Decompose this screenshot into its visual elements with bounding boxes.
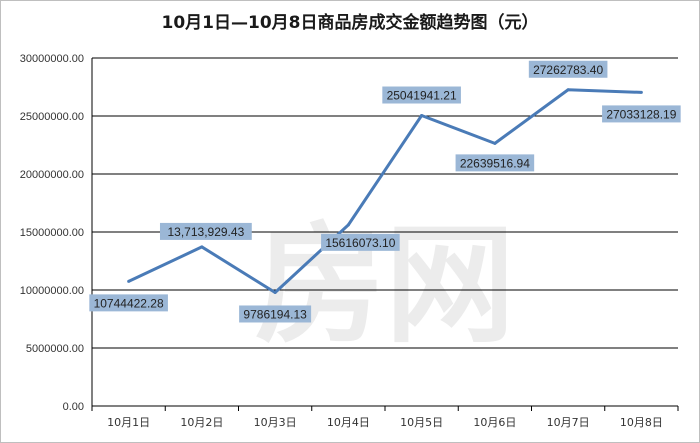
data-label-bg [455, 154, 535, 172]
x-tick-label: 10月7日 [547, 416, 590, 429]
y-tick-label: 30000000.00 [20, 53, 84, 65]
x-tick-label: 10月3日 [254, 416, 297, 429]
data-label-bg [528, 60, 608, 78]
data-label-text: 25041941.21 [387, 89, 457, 103]
x-tick-label: 10月1日 [107, 416, 150, 429]
data-point [566, 88, 570, 92]
y-tick-label: 0.00 [63, 401, 84, 413]
data-point [493, 141, 497, 145]
y-tick-label: 25000000.00 [20, 111, 84, 123]
y-tick-label: 20000000.00 [20, 169, 84, 181]
data-label-text: 27262783.40 [533, 63, 603, 77]
data-label-bg [602, 105, 681, 123]
data-label-text: 15616073.10 [325, 236, 395, 250]
data-label: 25041941.21 [382, 86, 461, 104]
data-point [346, 223, 350, 227]
data-label-text: 22639516.94 [460, 156, 530, 170]
x-tick-label: 10月5日 [400, 416, 443, 429]
series-line [127, 88, 642, 294]
data-point [639, 90, 643, 94]
data-label-bg [321, 233, 400, 251]
data-label-text: 9786194.13 [243, 307, 307, 321]
data-label: 9786194.13 [239, 305, 312, 323]
data-label: 10744422.28 [89, 294, 168, 312]
data-label-text: 10744422.28 [94, 296, 164, 310]
y-tick-label: 5000000.00 [26, 343, 84, 355]
data-label-text: 13,713,929.43 [168, 225, 245, 239]
chart-title: 10月1日—10月8日商品房成交金额趋势图（元） [161, 13, 539, 33]
data-point [420, 114, 424, 118]
y-tick-label: 10000000.00 [20, 285, 84, 297]
data-point [273, 290, 277, 294]
x-tick-label: 10月6日 [473, 416, 516, 429]
data-label-bg [239, 305, 312, 323]
data-label-bg [89, 294, 168, 312]
data-label-bg [159, 222, 252, 240]
data-label-text: 27033128.19 [606, 107, 676, 121]
data-label: 22639516.94 [455, 154, 535, 172]
data-point [127, 279, 131, 283]
data-label: 27033128.19 [602, 105, 681, 123]
data-label: 15616073.10 [321, 233, 400, 251]
x-tick-label: 10月2日 [180, 416, 223, 429]
y-tick-label: 15000000.00 [20, 227, 84, 239]
x-tick-label: 10月8日 [620, 416, 663, 429]
data-label-bg [382, 86, 461, 104]
data-point [200, 245, 204, 249]
x-tick-label: 10月4日 [327, 416, 370, 429]
data-label: 27262783.40 [528, 60, 608, 78]
data-label: 13,713,929.43 [159, 222, 252, 240]
